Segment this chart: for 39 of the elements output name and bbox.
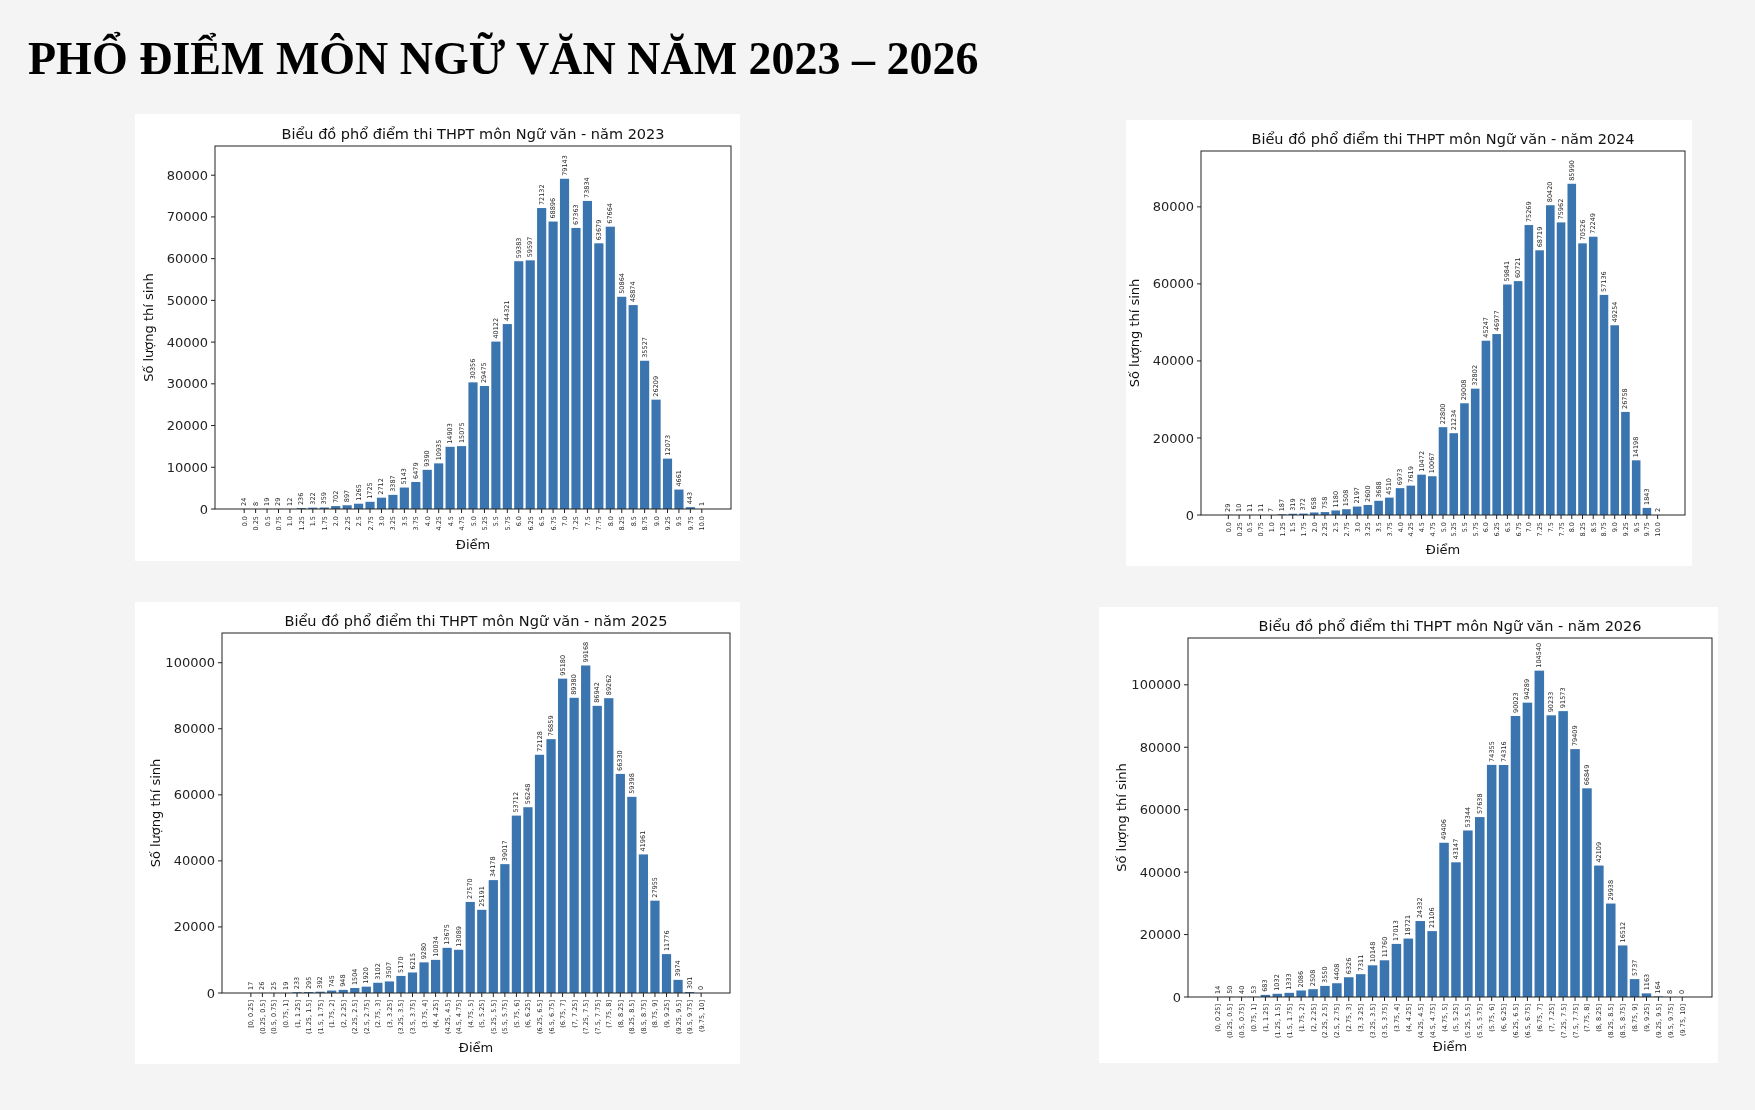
y-tick-label: 40000 <box>1152 353 1194 369</box>
y-tick-label: 60000 <box>173 787 215 803</box>
y-tick-label: 20000 <box>173 919 215 935</box>
x-axis-title: Điểm <box>455 537 491 552</box>
chart-title: Biểu đồ phổ điểm thi THPT môn Ngữ văn - năm 2026 <box>1258 618 1642 634</box>
y-axis-title: Số lượng thí sinh <box>141 273 156 382</box>
y-tick-label: 20000 <box>1152 430 1194 446</box>
y-tick-label: 0 <box>199 501 208 517</box>
y-tick-label: 60000 <box>1139 802 1181 818</box>
y-tick-label: 100000 <box>165 655 215 671</box>
y-tick-label: 0 <box>1172 989 1181 1005</box>
y-tick-label: 30000 <box>166 376 208 392</box>
x-axis-title: Điểm <box>1432 1039 1468 1054</box>
x-axis-title: Điểm <box>1425 542 1461 557</box>
y-axis-title: Số lượng thí sinh <box>1114 763 1129 872</box>
y-tick-label: 100000 <box>1131 677 1181 693</box>
y-tick-label: 50000 <box>166 292 208 308</box>
y-tick-label: 0 <box>1185 507 1194 523</box>
y-tick-label: 10000 <box>166 459 208 475</box>
y-axis-title: Số lượng thí sinh <box>148 758 163 868</box>
y-tick-label: 40000 <box>173 853 215 869</box>
y-tick-label: 80000 <box>166 167 208 183</box>
y-tick-label: 40000 <box>166 334 208 350</box>
y-tick-label: 80000 <box>173 721 215 737</box>
text: PHỔ ĐIỂM MÔN NGỮ VĂN NĂM 2023 – 2026 <box>28 31 979 84</box>
y-tick-label: 70000 <box>166 209 208 225</box>
chart-title: Biểu đồ phổ điểm thi THPT môn Ngữ văn - năm 2025 <box>284 613 668 629</box>
y-tick-label: 80000 <box>1152 199 1194 215</box>
y-tick-label: 20000 <box>1139 927 1181 943</box>
chart-title: Biểu đồ phổ điểm thi THPT môn Ngữ văn - năm 2024 <box>1251 131 1635 147</box>
chart-title: Biểu đồ phổ điểm thi THPT môn Ngữ văn - năm 2023 <box>281 126 665 142</box>
y-axis-title: Số lượng thí sinh <box>1127 278 1142 388</box>
y-tick-label: 0 <box>206 985 215 1001</box>
x-axis-title: Điểm <box>458 1040 494 1055</box>
y-tick-label: 60000 <box>1152 276 1194 292</box>
y-tick-label: 40000 <box>1139 864 1181 880</box>
y-tick-label: 20000 <box>166 418 208 434</box>
y-tick-label: 60000 <box>166 251 208 267</box>
y-tick-label: 80000 <box>1139 739 1181 755</box>
